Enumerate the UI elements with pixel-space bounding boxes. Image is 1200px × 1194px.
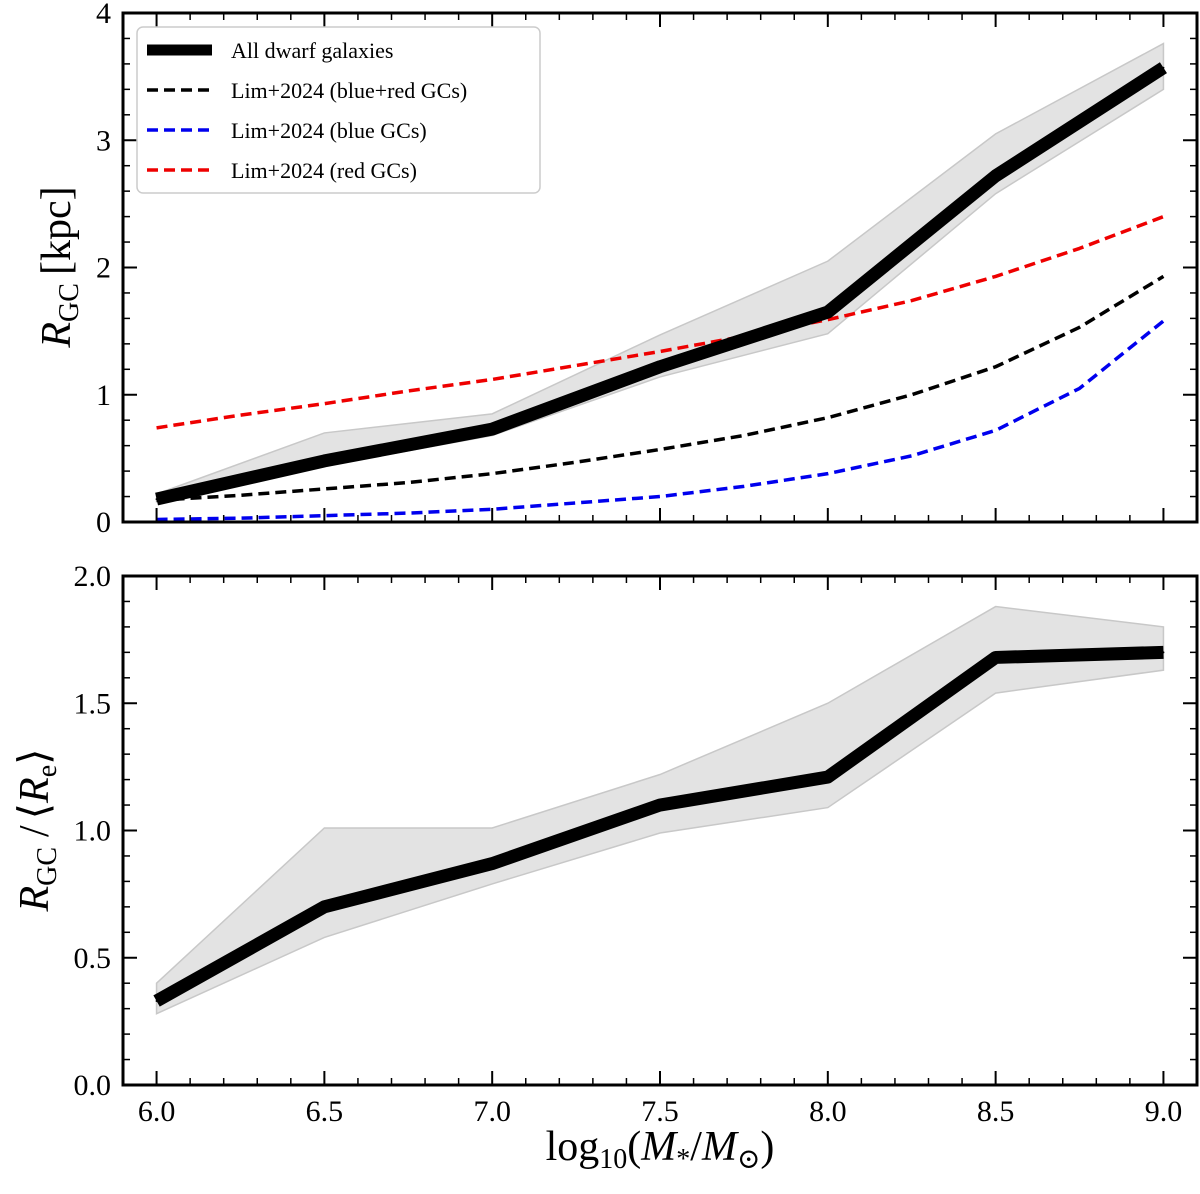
bottom-ylabel: RGC/⟨Re⟩ xyxy=(12,748,63,912)
bottom-series-lines xyxy=(153,645,1165,1007)
data-point xyxy=(994,174,997,177)
y-tick-label: 0 xyxy=(96,506,111,539)
x-tick-label: 8.5 xyxy=(977,1095,1015,1128)
data-point xyxy=(826,311,829,314)
bottom-ytick-labels: 0.0 0.5 1.0 1.5 2.0 xyxy=(74,560,112,1102)
y-tick-label: 3 xyxy=(96,124,111,157)
y-tick-label: 2 xyxy=(96,252,111,285)
data-point xyxy=(323,459,326,462)
legend-entry: Lim+2024 (blue+red GCs) xyxy=(147,78,467,103)
top-series-lines xyxy=(155,62,1167,522)
series-line xyxy=(156,214,1165,430)
data-point xyxy=(1162,651,1165,654)
data-point xyxy=(323,905,326,908)
data-point xyxy=(1162,66,1165,69)
legend-label: Lim+2024 (red GCs) xyxy=(231,158,417,183)
x-tick-label: 6.5 xyxy=(306,1095,344,1128)
bottom-ticks xyxy=(122,575,1198,1086)
legend-label: All dwarf galaxies xyxy=(231,38,394,63)
x-tick-label: 6.0 xyxy=(138,1095,176,1128)
top-ytick-labels: 0 1 2 3 4 xyxy=(96,0,111,539)
y-tick-label: 2.0 xyxy=(74,560,112,593)
y-tick-label: 4 xyxy=(96,0,111,30)
series-line xyxy=(156,274,1165,503)
bottom-panel: 0.0 0.5 1.0 1.5 2.0 6.0 6.5 7.0 7.5 8.0 8.5 9.0 RG… xyxy=(12,560,1199,1175)
top-ylabel: RGC[kpc] xyxy=(34,186,85,348)
y-tick-label: 0.0 xyxy=(74,1069,112,1102)
legend-label: Lim+2024 (blue GCs) xyxy=(231,118,427,143)
y-tick-label: 0.5 xyxy=(74,942,112,975)
legend-entry: Lim+2024 (blue GCs) xyxy=(147,118,427,143)
data-point xyxy=(491,428,494,431)
data-point xyxy=(155,1000,158,1003)
legend-entry: Lim+2024 (red GCs) xyxy=(147,158,417,183)
data-point xyxy=(659,804,661,807)
legend-entry: All dwarf galaxies xyxy=(147,38,394,63)
data-point xyxy=(659,365,661,368)
bottom-xlabel: log10(M*/M⊙) xyxy=(546,1124,775,1175)
x-tick-label: 7.5 xyxy=(641,1095,679,1128)
bottom-xtick-labels: 6.0 6.5 7.0 7.5 8.0 8.5 9.0 xyxy=(138,1095,1182,1128)
x-tick-label: 9.0 xyxy=(1145,1095,1183,1128)
top-panel: 0 1 2 3 4 RGC[kpc] All dwarf galaxies Lim+20… xyxy=(34,0,1199,539)
x-tick-label: 7.0 xyxy=(473,1095,511,1128)
legend: All dwarf galaxies Lim+2024 (blue+red GC… xyxy=(136,26,541,194)
data-point xyxy=(826,776,829,779)
legend-box xyxy=(136,26,541,194)
top-ticks xyxy=(122,12,1198,523)
y-tick-label: 1.0 xyxy=(74,815,112,848)
data-point xyxy=(155,498,158,501)
y-tick-label: 1.5 xyxy=(74,687,112,720)
x-tick-label: 8.0 xyxy=(809,1095,847,1128)
y-tick-label: 1 xyxy=(96,379,111,412)
legend-label: Lim+2024 (blue+red GCs) xyxy=(231,78,467,103)
data-point xyxy=(994,656,997,659)
data-point xyxy=(491,862,494,865)
